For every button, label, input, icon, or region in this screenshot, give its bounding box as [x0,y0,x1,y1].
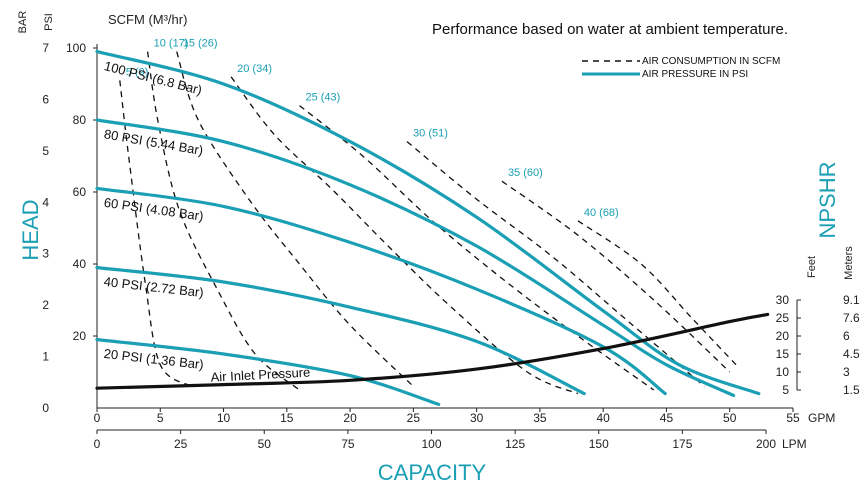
meters-unit-label: Meters [843,246,855,280]
feet-tick-label: 20 [776,329,790,343]
bar-tick-label: 3 [42,247,49,261]
air-pressure-label: 80 PSI (5.44 Bar) [103,126,205,158]
air-consumption-curve [501,180,731,373]
feet-tick-label: 25 [776,311,790,325]
feet-unit-label: Feet [806,256,818,278]
npshr-axis-title: NPSHR [815,161,840,238]
bar-tick-label: 6 [42,92,49,106]
lpm-tick-label: 125 [505,437,525,451]
air-consumption-label: 30 (51) [413,128,448,140]
gpm-tick-label: 25 [407,411,421,425]
air-consumption-label: 20 (34) [237,63,272,75]
feet-tick-label: 10 [776,365,790,379]
chart-title: Performance based on water at ambient te… [432,21,788,38]
lpm-tick-label: 25 [174,437,188,451]
gpm-tick-label: 10 [217,411,231,425]
legend: AIR CONSUMPTION IN SCFM AIR PRESSURE IN … [582,56,780,80]
series-labels: 5 (9) 10 (17)15 (26) 20 (34) 25 (43) 30 (51)… [103,38,619,385]
meters-tick-label: 1.5 [843,383,860,397]
lpm-unit-label: LPM [782,437,807,451]
feet-tick-label: 5 [782,383,789,397]
air-consumption-curve [406,141,705,387]
meters-tick-label: 6 [843,329,850,343]
npshr-curve-label: Air Inlet Pressure [210,365,310,385]
bar-tick-label: 5 [42,144,49,158]
psi-tick-label: 40 [73,257,87,271]
gpm-tick-label: 40 [597,411,611,425]
air-consumption-curve [146,51,300,391]
meters-tick-label: 9.1 [843,293,860,307]
bar-unit-label: BAR [17,11,29,34]
lpm-tick-label: 175 [672,437,692,451]
air-consumption-curve [176,51,414,387]
bar-tick-label: 1 [42,350,49,364]
gpm-tick-label: 20 [343,411,357,425]
air-consumption-curve [230,76,579,395]
air-pressure-curve [95,50,761,396]
bar-tick-label: 7 [42,41,49,55]
npshr-curve [95,312,770,390]
psi-tick-label: 20 [73,329,87,343]
lpm-tick-label: 200 [756,437,776,451]
series [95,50,770,406]
meters-tick-label: 7.6 [843,311,860,325]
air-consumption-label: 10 (17) [154,38,189,50]
air-consumption-label: 5 (9) [126,66,149,78]
legend-label-air-pressure: AIR PRESSURE IN PSI [642,69,748,80]
air-pressure-curve [95,186,667,396]
air-consumption-curve [299,105,655,391]
gpm-tick-label: 5 [157,411,164,425]
gpm-tick-label: 35 [533,411,547,425]
gpm-tick-label: 30 [470,411,484,425]
gpm-tick-label: 45 [660,411,674,425]
bar-tick-label: 0 [42,401,49,415]
air-pressure-curve [95,118,736,397]
air-consumption-label: 40 (68) [584,207,619,219]
gpm-tick-label: 55 [786,411,800,425]
air-consumption-curve [577,220,737,366]
air-consumption-label: 35 (60) [508,167,543,179]
lpm-tick-label: 50 [258,437,272,451]
meters-tick-label: 3 [843,365,850,379]
feet-tick-label: 15 [776,347,790,361]
gpm-tick-label: 0 [94,411,101,425]
axes [93,44,801,434]
scfm-label: SCFM (M³/hr) [108,12,187,27]
lpm-tick-label: 100 [421,437,441,451]
gpm-tick-label: 50 [723,411,737,425]
lpm-tick-label: 0 [94,437,101,451]
lpm-tick-label: 75 [341,437,355,451]
psi-unit-label: PSI [43,13,55,31]
bar-tick-label: 2 [42,298,49,312]
air-consumption-curve [119,80,193,387]
psi-tick-label: 100 [66,41,86,55]
air-pressure-curve [95,338,441,406]
feet-tick-label: 30 [776,293,790,307]
head-axis-title: HEAD [18,199,43,260]
gpm-tick-label: 15 [280,411,294,425]
psi-tick-label: 80 [73,113,87,127]
lpm-tick-label: 150 [589,437,609,451]
psi-tick-label: 60 [73,185,87,199]
air-consumption-label: 25 (43) [305,92,340,104]
air-consumption-label: 15 (26) [183,38,218,50]
capacity-axis-title: CAPACITY [378,460,487,485]
air-pressure-curve [95,266,586,396]
gpm-unit-label: GPM [808,411,835,425]
legend-label-air-consumption: AIR CONSUMPTION IN SCFM [642,56,780,67]
bar-tick-label: 4 [42,195,49,209]
meters-tick-label: 4.5 [843,347,860,361]
